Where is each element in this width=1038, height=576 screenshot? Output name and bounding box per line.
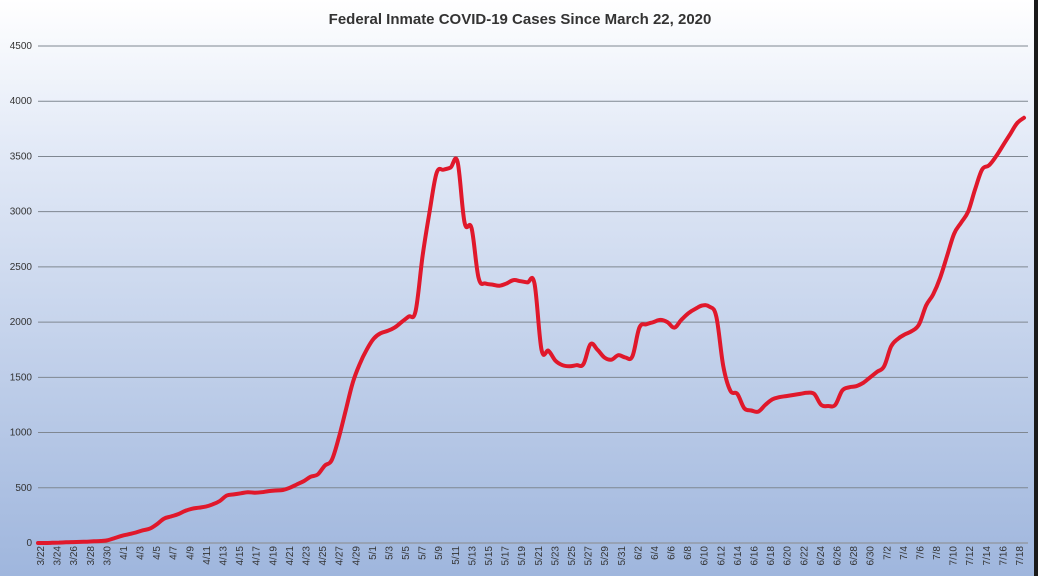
grid-layer [38, 45, 1028, 544]
x-tick-label: 4/3 [136, 546, 147, 560]
x-tick-label: 6/22 [799, 546, 810, 566]
x-tick-label: 6/8 [683, 546, 694, 560]
x-tick-label: 5/13 [467, 546, 478, 566]
x-tick-label: 5/7 [418, 546, 429, 560]
y-tick-label: 4500 [10, 41, 33, 52]
x-tick-label: 3/26 [69, 546, 80, 566]
x-tick-label: 5/27 [584, 546, 595, 566]
x-tick-label: 7/8 [932, 546, 943, 560]
x-tick-label: 4/9 [185, 546, 196, 560]
x-tick-label: 3/30 [102, 546, 113, 566]
x-tick-label: 5/15 [484, 546, 495, 566]
x-tick-label: 4/23 [301, 546, 312, 566]
x-tick-label: 6/6 [667, 546, 678, 560]
x-tick-label: 4/7 [169, 546, 180, 560]
x-tick-label: 4/13 [219, 546, 230, 566]
x-tick-label: 6/10 [700, 546, 711, 566]
x-tick-label: 5/19 [517, 546, 528, 566]
x-tick-label: 5/9 [434, 546, 445, 560]
x-tick-label: 5/17 [501, 546, 512, 566]
x-tick-label: 7/12 [965, 546, 976, 566]
x-tick-label: 5/3 [384, 546, 395, 560]
x-tick-label: 6/4 [650, 546, 661, 560]
y-tick-label: 3500 [10, 151, 33, 162]
x-tick-label: 4/5 [152, 546, 163, 560]
x-tick-label: 4/19 [268, 546, 279, 566]
x-tick-label: 5/1 [368, 546, 379, 560]
x-tick-label: 5/11 [451, 546, 462, 565]
y-tick-label: 1500 [10, 372, 33, 383]
y-tick-label: 2000 [10, 317, 33, 328]
x-tick-label: 3/22 [36, 546, 47, 566]
y-tick-label: 2500 [10, 262, 33, 273]
x-tick-label: 6/2 [633, 546, 644, 560]
x-tick-label: 4/15 [235, 546, 246, 566]
x-tick-label: 4/21 [285, 546, 296, 566]
y-tick-label: 4000 [10, 96, 33, 107]
x-tick-label: 6/20 [783, 546, 794, 566]
x-tick-label: 5/31 [617, 546, 628, 566]
x-tick-label: 7/16 [998, 546, 1009, 566]
x-tick-label: 5/25 [567, 546, 578, 566]
x-tick-label: 6/26 [832, 546, 843, 566]
x-tick-label: 7/6 [915, 546, 926, 560]
x-tick-label: 4/11 [202, 546, 213, 565]
x-tick-label: 4/27 [335, 546, 346, 566]
y-tick-label: 3000 [10, 207, 33, 218]
x-tick-label: 4/17 [252, 546, 263, 566]
x-axis: 3/22 3/24 3/26 3/28 3/30 4/1 4/3 4/5 4/7 4/9 4/11 4… [36, 546, 1026, 566]
x-tick-label: 6/18 [766, 546, 777, 566]
y-tick-label: 500 [15, 483, 32, 494]
chart-title: Federal Inmate COVID-19 Cases Since Marc… [329, 11, 712, 28]
x-tick-label: 7/18 [1015, 546, 1026, 566]
x-tick-label: 5/5 [401, 546, 412, 560]
x-tick-label: 6/14 [733, 546, 744, 566]
x-tick-label: 7/10 [949, 546, 960, 566]
x-tick-label: 3/24 [53, 546, 64, 566]
x-tick-label: 6/24 [816, 546, 827, 566]
x-tick-label: 5/23 [550, 546, 561, 566]
x-tick-label: 6/16 [750, 546, 761, 566]
x-tick-label: 7/4 [899, 546, 910, 560]
x-tick-label: 6/28 [849, 546, 860, 566]
x-tick-label: 7/14 [982, 546, 993, 566]
x-tick-label: 6/12 [716, 546, 727, 566]
x-tick-label: 6/30 [866, 546, 877, 566]
x-tick-label: 7/2 [882, 546, 893, 560]
x-tick-label: 5/21 [534, 546, 545, 566]
series-line [36, 115, 1026, 546]
x-tick-label: 4/25 [318, 546, 329, 566]
x-tick-label: 3/28 [86, 546, 97, 566]
x-tick-label: 4/29 [351, 546, 362, 566]
y-tick-label: 1000 [10, 428, 33, 439]
x-tick-label: 4/1 [119, 546, 130, 560]
y-tick-label: 0 [26, 538, 32, 549]
x-tick-label: 5/29 [600, 546, 611, 566]
y-axis: 0 500 1000 1500 2000 2500 3000 3500 4000 4500 [10, 41, 33, 549]
